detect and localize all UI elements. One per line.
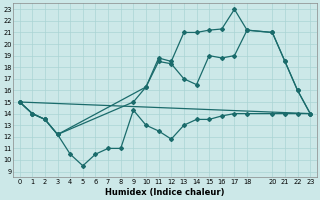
X-axis label: Humidex (Indice chaleur): Humidex (Indice chaleur) bbox=[105, 188, 225, 197]
